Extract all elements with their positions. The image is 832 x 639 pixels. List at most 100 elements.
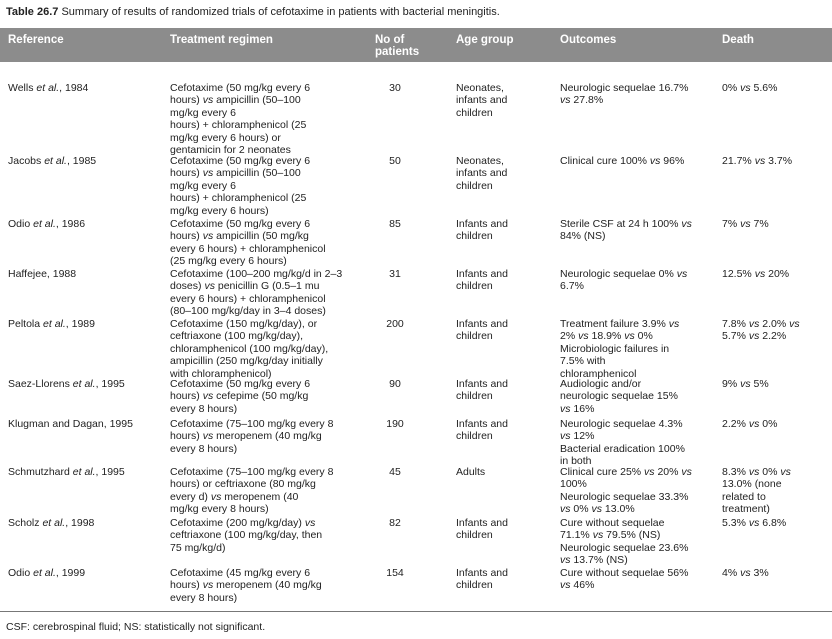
- reference: Odio et al., 1999: [8, 567, 86, 579]
- treatment: Cefotaxime (50 mg/kg every 6: [170, 378, 311, 390]
- outcome: vs 13.7% (NS): [560, 554, 628, 567]
- patients: 154: [386, 567, 404, 579]
- outcome: in both: [560, 455, 592, 468]
- outcome: vs 16%: [560, 402, 595, 415]
- treatment: with chloramphenicol): [170, 367, 272, 380]
- age-group: Neonates,: [456, 82, 504, 94]
- treatment: ceftriaxone (100 mg/kg/day),: [170, 330, 304, 343]
- treatment: Cefotaxime (45 mg/kg every 6: [170, 567, 311, 579]
- treatment: mg/kg every 6: [170, 106, 236, 119]
- age-group: infants and: [456, 94, 508, 107]
- age-group: children: [456, 579, 493, 592]
- outcome: Audiologic and/or: [560, 378, 642, 390]
- patients: 30: [389, 82, 401, 94]
- treatment: hours) vs ampicillin (50–100: [170, 94, 301, 107]
- death: 5.7% vs 2.2%: [722, 330, 787, 343]
- age-group: Infants and: [456, 517, 508, 529]
- age-group: infants and: [456, 167, 508, 180]
- outcome: Cure without sequelae 56%: [560, 567, 689, 579]
- outcome: vs 12%: [560, 430, 595, 443]
- reference: Saez-Llorens et al., 1995: [8, 378, 125, 390]
- death: 5.3% vs 6.8%: [722, 517, 787, 529]
- age-group: children: [456, 529, 493, 542]
- footnote: CSF: cerebrospinal fluid; NS: statistica…: [6, 621, 266, 633]
- column-header: No of: [375, 34, 405, 46]
- treatment: mg/kg every 6: [170, 179, 236, 192]
- death: treatment): [722, 503, 770, 516]
- death: 2.2% vs 0%: [722, 418, 778, 430]
- treatment: gentamicin for 2 neonates: [170, 144, 291, 156]
- treatment: ampicillin (250 mg/kg/day initially: [170, 355, 323, 368]
- outcome: 84% (NS): [560, 230, 606, 243]
- age-group: children: [456, 430, 493, 443]
- patients: 85: [389, 218, 401, 230]
- death: 12.5% vs 20%: [722, 268, 790, 280]
- age-group: Neonates,: [456, 155, 504, 167]
- treatment: hours) or ceftriaxone (80 mg/kg: [170, 478, 316, 491]
- column-header: Age group: [456, 34, 514, 46]
- age-group: children: [456, 230, 493, 243]
- death: 13.0% (none: [722, 478, 782, 491]
- patients: 200: [386, 318, 404, 330]
- treatment: doses) vs penicillin G (0.5–1 mu: [170, 280, 320, 293]
- treatment: Cefotaxime (200 mg/kg/day) vs: [170, 517, 316, 529]
- treatment: every 8 hours): [170, 591, 238, 604]
- treatment: every 8 hours): [170, 402, 238, 415]
- outcome: vs 27.8%: [560, 94, 604, 107]
- reference: Wells et al., 1984: [8, 82, 89, 94]
- outcome: Clinical cure 100% vs 96%: [560, 155, 685, 167]
- treatment: (80–100 mg/kg/day in 3–4 doses): [170, 305, 326, 318]
- reference: Haffejee, 1988: [8, 268, 77, 280]
- treatment: 75 mg/kg/d): [170, 541, 226, 554]
- outcome: neurologic sequelae 15%: [560, 390, 678, 403]
- column-header: patients: [375, 46, 420, 58]
- treatment: Cefotaxime (150 mg/kg/day), or: [170, 318, 318, 330]
- age-group: children: [456, 330, 493, 343]
- age-group: Infants and: [456, 418, 508, 430]
- age-group: children: [456, 106, 493, 119]
- outcome: Neurologic sequelae 4.3%: [560, 418, 683, 430]
- outcome: Microbiologic failures in: [560, 342, 670, 355]
- treatment: Cefotaxime (50 mg/kg every 6: [170, 155, 311, 167]
- treatment: Cefotaxime (75–100 mg/kg every 8: [170, 418, 334, 430]
- treatment: every 6 hours) + chloramphenicol: [170, 292, 326, 305]
- patients: 31: [389, 268, 401, 280]
- outcome: Treatment failure 3.9% vs: [560, 318, 680, 330]
- table-title: Summary of results of randomized trials …: [61, 6, 500, 18]
- treatment: chloramphenicol (100 mg/kg/day),: [170, 342, 329, 355]
- outcome: vs 0% vs 13.0%: [560, 503, 635, 516]
- reference: Klugman and Dagan, 1995: [8, 418, 133, 430]
- patients: 82: [389, 517, 401, 529]
- death: 8.3% vs 0% vs: [722, 466, 791, 478]
- outcome: Clinical cure 25% vs 20% vs: [560, 466, 692, 478]
- treatment: mg/kg every 8 hours): [170, 503, 269, 516]
- treatment: Cefotaxime (75–100 mg/kg every 8: [170, 466, 334, 478]
- treatment: Cefotaxime (100–200 mg/kg/d in 2–3: [170, 268, 343, 280]
- reference: Schmutzhard et al., 1995: [8, 466, 125, 478]
- outcome: Cure without sequelae: [560, 517, 665, 529]
- bottom-rule: [0, 611, 832, 612]
- table-number: Table 26.7: [6, 6, 59, 18]
- treatment: hours) + chloramphenicol (25: [170, 119, 307, 132]
- age-group: Infants and: [456, 318, 508, 330]
- death: 0% vs 5.6%: [722, 82, 778, 94]
- treatment: every d) vs meropenem (40: [170, 490, 299, 503]
- outcome: Neurologic sequelae 0% vs: [560, 268, 688, 280]
- outcome: 100%: [560, 478, 587, 491]
- treatment: ceftriaxone (100 mg/kg/day, then: [170, 529, 323, 542]
- treatment: every 8 hours): [170, 442, 238, 455]
- outcome: Neurologic sequelae 23.6%: [560, 541, 689, 554]
- patients: 50: [389, 155, 401, 167]
- age-group: Infants and: [456, 218, 508, 230]
- outcome: vs 46%: [560, 579, 595, 592]
- death: related to: [722, 490, 766, 503]
- column-header: Death: [722, 34, 754, 46]
- outcome: Sterile CSF at 24 h 100% vs: [560, 218, 692, 230]
- age-group: Infants and: [456, 268, 508, 280]
- outcome: Neurologic sequelae 16.7%: [560, 82, 689, 94]
- age-group: children: [456, 280, 493, 293]
- outcome: 7.5% with: [560, 355, 606, 368]
- treatment: Cefotaxime (50 mg/kg every 6: [170, 218, 311, 230]
- patients: 45: [389, 466, 401, 478]
